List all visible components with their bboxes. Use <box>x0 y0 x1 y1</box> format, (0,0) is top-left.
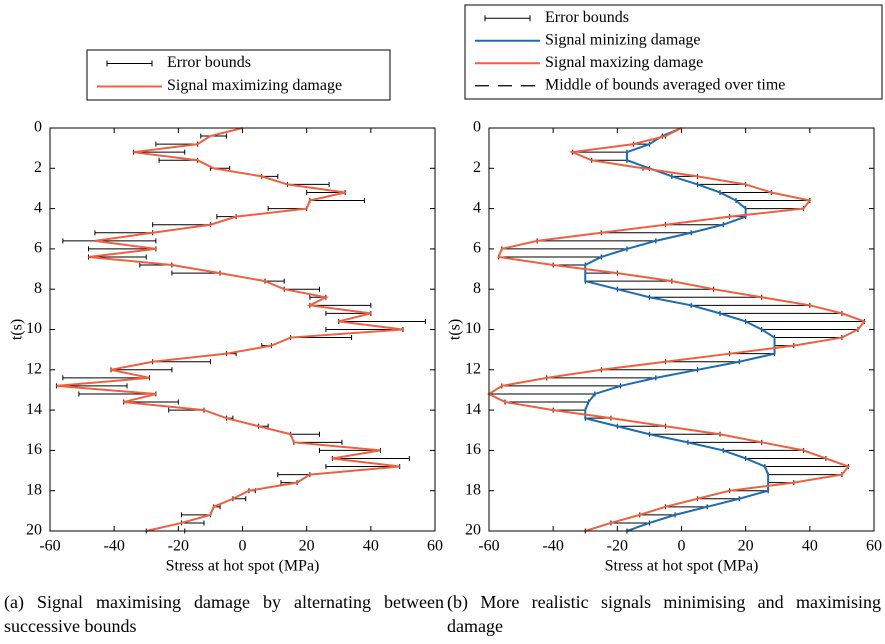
y-axis-label: t(s) <box>9 319 26 340</box>
x-tick-label: -40 <box>543 538 564 555</box>
x-tick-label: 0 <box>239 538 247 555</box>
y-tick-label: 8 <box>34 280 42 297</box>
error-bar <box>719 310 843 316</box>
error-bar <box>761 327 859 332</box>
error-bar <box>62 238 157 244</box>
x-tick-label: -60 <box>39 538 60 555</box>
y-tick-label: 4 <box>473 199 481 216</box>
error-bar <box>616 286 715 292</box>
legend-label: Error bounds <box>167 54 251 71</box>
series-line <box>584 127 776 532</box>
error-bar <box>690 302 811 308</box>
y-tick-label: 18 <box>26 481 42 498</box>
x-tick-label: 20 <box>299 538 315 555</box>
x-axis-label: Stress at hot spot (MPa) <box>166 558 320 575</box>
x-tick-label: -20 <box>168 538 189 555</box>
y-tick-label: 2 <box>34 159 42 176</box>
y-tick-label: 2 <box>473 159 481 176</box>
error-bar <box>290 431 320 437</box>
x-tick-label: 60 <box>427 538 443 555</box>
y-tick-label: 12 <box>26 360 42 377</box>
error-bar <box>764 464 849 470</box>
series-line <box>486 127 867 532</box>
x-tick-label: 0 <box>678 538 686 555</box>
y-tick-label: 12 <box>465 360 481 377</box>
legend-label: Signal maxizing damage <box>545 54 703 71</box>
y-tick-label: 8 <box>473 280 481 297</box>
y-tick-label: 20 <box>465 522 481 539</box>
legend-label: Middle of bounds averaged over time <box>545 76 785 93</box>
caption: (b) More realistic signals minimising an… <box>447 592 881 636</box>
y-tick-label: 16 <box>26 441 42 458</box>
x-tick-label: 40 <box>802 538 818 555</box>
y-tick-label: 6 <box>34 240 42 257</box>
x-tick-label: -40 <box>104 538 125 555</box>
axes-box <box>49 127 436 532</box>
y-tick-label: 0 <box>473 119 481 136</box>
series-line <box>56 127 404 532</box>
legend-label: Signal minizing damage <box>545 31 701 48</box>
error-bar <box>648 294 763 300</box>
y-tick-label: 18 <box>465 481 481 498</box>
y-tick-label: 4 <box>34 199 42 216</box>
x-tick-label: -60 <box>478 538 499 555</box>
error-bar <box>488 391 596 397</box>
caption: (a) Signal maximising damage by alternat… <box>4 592 444 636</box>
error-bar <box>277 472 311 478</box>
legend-box <box>86 49 391 101</box>
y-tick-label: 10 <box>465 320 481 337</box>
error-bar <box>745 318 865 324</box>
y-axis-label: t(s) <box>447 319 464 340</box>
y-tick-label: 0 <box>34 119 42 136</box>
y-tick-label: 10 <box>26 320 42 337</box>
y-tick-label: 16 <box>465 441 481 458</box>
x-tick-label: -20 <box>607 538 628 555</box>
legend-box <box>464 4 883 100</box>
error-bar <box>745 455 827 461</box>
y-tick-label: 6 <box>473 240 481 257</box>
error-bar <box>501 246 628 252</box>
x-tick-label: 20 <box>738 538 754 555</box>
x-tick-label: 60 <box>866 538 882 555</box>
y-tick-label: 14 <box>465 401 481 418</box>
x-tick-label: 40 <box>363 538 379 555</box>
x-axis-label: Stress at hot spot (MPa) <box>605 558 759 575</box>
legend-label: Error bounds <box>545 9 629 26</box>
axes-box <box>488 127 875 532</box>
y-tick-label: 14 <box>26 401 42 418</box>
error-bar <box>501 383 622 389</box>
legend-label: Signal maximizing damage <box>167 77 342 94</box>
y-tick-label: 20 <box>26 522 42 539</box>
